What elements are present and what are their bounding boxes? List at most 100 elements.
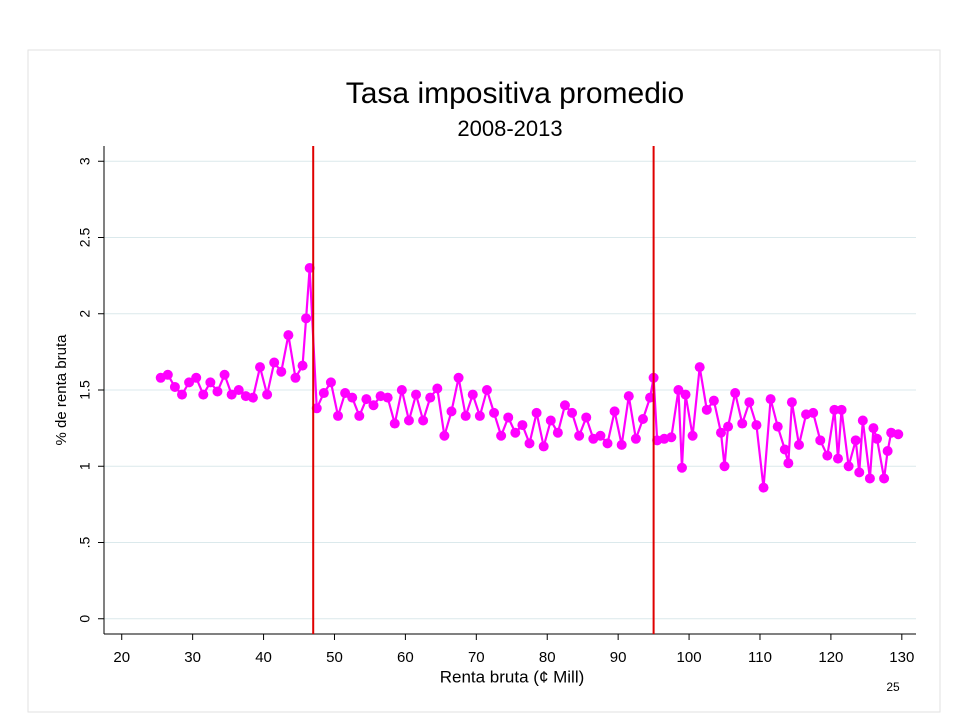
y-tick-label: 2 xyxy=(77,310,93,318)
data-point xyxy=(489,407,500,418)
x-tick-label: 100 xyxy=(677,649,702,666)
data-point xyxy=(403,415,414,426)
data-point xyxy=(623,391,634,402)
data-point xyxy=(616,439,627,450)
data-point xyxy=(283,330,294,341)
data-point xyxy=(368,400,379,411)
data-point xyxy=(212,386,223,397)
data-point xyxy=(893,429,904,440)
data-point xyxy=(318,388,329,399)
data-point xyxy=(719,461,730,472)
x-tick-label: 70 xyxy=(468,649,485,666)
x-tick-label: 120 xyxy=(818,649,843,666)
data-point xyxy=(460,410,471,421)
data-point xyxy=(864,473,875,484)
data-point xyxy=(694,362,705,373)
data-point xyxy=(432,383,443,394)
data-point xyxy=(301,313,312,324)
data-point xyxy=(396,385,407,395)
x-tick-label: 30 xyxy=(184,649,201,666)
data-point xyxy=(868,423,879,434)
data-point xyxy=(361,394,372,405)
data-point xyxy=(496,430,507,441)
data-point xyxy=(325,377,336,388)
data-point xyxy=(297,360,308,371)
data-point xyxy=(783,458,794,469)
data-point xyxy=(531,407,542,418)
data-point xyxy=(517,420,528,431)
slide-number: 25 xyxy=(886,680,900,694)
data-point xyxy=(687,430,698,441)
data-point xyxy=(446,406,457,417)
x-tick-label: 50 xyxy=(326,649,343,666)
y-tick-label: 1 xyxy=(77,462,93,470)
data-point xyxy=(751,420,762,431)
data-point xyxy=(503,412,514,423)
data-point xyxy=(645,392,656,403)
data-point xyxy=(637,413,648,424)
data-point xyxy=(609,406,620,417)
data-point xyxy=(269,357,280,368)
data-point xyxy=(538,441,549,452)
chart-subtitle: 2008-2013 xyxy=(457,116,562,141)
y-tick-label: .5 xyxy=(77,536,93,548)
x-tick-label: 40 xyxy=(255,649,272,666)
data-line xyxy=(160,267,899,488)
slide-frame xyxy=(27,49,941,713)
data-point xyxy=(418,415,429,426)
data-point xyxy=(808,407,819,418)
data-point xyxy=(333,410,344,421)
data-point xyxy=(347,392,358,403)
data-point xyxy=(510,427,521,438)
data-point xyxy=(786,397,797,408)
data-point xyxy=(184,377,195,388)
data-point xyxy=(233,385,244,395)
data-point xyxy=(666,432,677,443)
data-point xyxy=(602,438,613,449)
data-point xyxy=(524,438,535,449)
x-tick-label: 110 xyxy=(748,649,772,666)
data-point xyxy=(581,412,592,423)
y-tick-label: 1.5 xyxy=(77,380,93,400)
data-point xyxy=(879,473,890,484)
data-point xyxy=(198,389,209,400)
data-point xyxy=(453,372,464,383)
data-point xyxy=(673,385,684,395)
data-point xyxy=(389,418,400,429)
data-point xyxy=(680,389,691,400)
data-point xyxy=(730,388,741,399)
data-point xyxy=(481,385,492,395)
data-point xyxy=(340,388,351,399)
data-point xyxy=(262,389,273,400)
data-point xyxy=(205,377,216,388)
data-point xyxy=(829,404,840,415)
data-point xyxy=(715,427,726,438)
data-point xyxy=(382,392,393,403)
data-point xyxy=(843,461,854,472)
y-tick-label: 0 xyxy=(77,615,93,623)
data-point xyxy=(723,421,734,432)
x-tick-label: 130 xyxy=(889,649,914,666)
data-point xyxy=(815,435,826,446)
y-tick-label: 2.5 xyxy=(77,228,93,248)
data-point xyxy=(425,392,436,403)
data-point xyxy=(559,400,570,411)
data-point xyxy=(793,439,804,450)
data-point xyxy=(857,415,868,426)
data-point xyxy=(567,407,578,418)
data-point xyxy=(169,381,180,392)
data-point xyxy=(574,430,585,441)
data-point xyxy=(311,403,322,414)
data-point xyxy=(744,397,755,408)
x-tick-label: 20 xyxy=(113,649,130,666)
data-point xyxy=(836,404,847,415)
data-point xyxy=(411,389,422,400)
chart-title: Tasa impositiva promedio xyxy=(346,77,684,110)
data-point xyxy=(290,372,301,383)
data-point xyxy=(708,395,719,406)
data-point xyxy=(276,366,287,377)
data-point xyxy=(850,435,861,446)
data-point xyxy=(552,427,563,438)
